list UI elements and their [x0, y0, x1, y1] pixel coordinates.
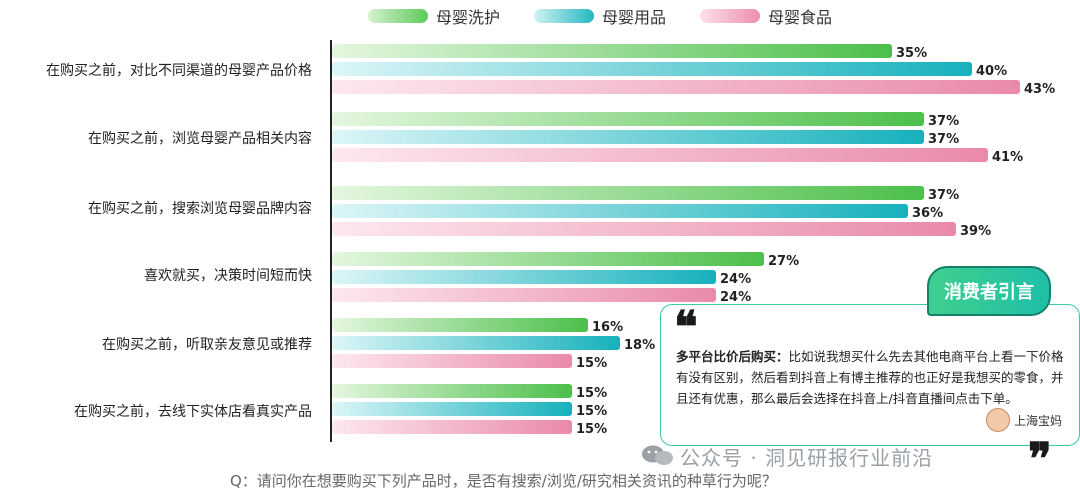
quote-text: 多平台比价后购买：比如说我想买什么先去其他电商平台上看一下价格有没有区别，然后看… — [676, 346, 1068, 409]
category-label-6: 在购买之前，去线下实体店看真实产品 — [74, 404, 312, 420]
data-label-yongpin-5: 18% — [624, 338, 655, 353]
bar-xihu-4 — [332, 252, 764, 266]
bar-yongpin-5 — [332, 336, 620, 350]
category-label-4: 喜欢就买，决策时间短而快 — [144, 268, 312, 284]
legend-item-2: 母婴用品 — [534, 4, 666, 28]
quote-card — [660, 304, 1080, 446]
legend-label-1: 母婴洗护 — [436, 8, 501, 27]
wechat-icon — [642, 445, 673, 465]
legend-item-1: 母婴洗护 — [368, 4, 500, 28]
watermark: 公众号 · 洞见研报行业前沿 — [680, 446, 934, 470]
bars-group: 35%40%43%37%37%41%37%36%39%27%24%24%16%1… — [332, 44, 1055, 437]
legend-swatch-2 — [534, 9, 595, 23]
avatar-icon — [986, 408, 1010, 432]
data-label-shipin-1: 43% — [1024, 82, 1055, 97]
data-label-yongpin-6: 15% — [576, 404, 607, 419]
data-label-yongpin-2: 37% — [928, 132, 959, 147]
legend-label-2: 母婴用品 — [602, 8, 667, 27]
legend-label-3: 母婴食品 — [768, 8, 833, 27]
data-label-yongpin-4: 24% — [720, 272, 751, 287]
data-label-xihu-4: 27% — [768, 254, 799, 269]
data-label-shipin-3: 39% — [960, 224, 991, 239]
bar-xihu-1 — [332, 44, 892, 58]
bar-yongpin-1 — [332, 62, 972, 76]
bar-yongpin-4 — [332, 270, 716, 284]
bar-xihu-3 — [332, 186, 924, 200]
data-label-yongpin-3: 36% — [912, 206, 943, 221]
bar-xihu-2 — [332, 112, 924, 126]
quote-badge: 消费者引言 — [927, 266, 1051, 316]
survey-question: Q：请问你在想要购买下列产品时，是否有搜索/浏览/研究相关资讯的种草行为呢？ — [230, 472, 777, 490]
quote-title: 多平台比价后购买： — [676, 349, 789, 364]
bar-xihu-5 — [332, 318, 588, 332]
data-label-shipin-4: 24% — [720, 290, 751, 305]
data-label-xihu-5: 16% — [592, 320, 623, 335]
bar-yongpin-3 — [332, 204, 908, 218]
bar-shipin-1 — [332, 80, 1020, 94]
category-label-1: 在购买之前，对比不同渠道的母婴产品价格 — [46, 63, 312, 79]
category-axis-line — [330, 40, 332, 442]
bar-shipin-3 — [332, 222, 956, 236]
bar-yongpin-2 — [332, 130, 924, 144]
legend-swatch-1 — [368, 9, 428, 23]
legend: 母婴洗护 母婴用品 母婴食品 — [368, 4, 832, 28]
bar-shipin-5 — [332, 354, 572, 368]
category-label-5: 在购买之前，听取亲友意见或推荐 — [102, 337, 312, 353]
bar-shipin-6 — [332, 420, 572, 434]
category-label-3: 在购买之前，搜索浏览母婴品牌内容 — [88, 201, 312, 217]
data-label-shipin-5: 15% — [576, 356, 607, 371]
category-label-2: 在购买之前，浏览母婴产品相关内容 — [88, 131, 312, 147]
close-quote-icon: ❞ — [1028, 434, 1052, 485]
bar-shipin-2 — [332, 148, 988, 162]
legend-item-3: 母婴食品 — [700, 4, 832, 28]
legend-swatch-3 — [700, 9, 761, 23]
open-quote-icon: ❝ — [674, 302, 698, 353]
data-label-shipin-2: 41% — [992, 150, 1023, 165]
data-label-shipin-6: 15% — [576, 422, 607, 437]
data-label-xihu-2: 37% — [928, 114, 959, 129]
bar-shipin-4 — [332, 288, 716, 302]
bar-xihu-6 — [332, 384, 572, 398]
data-label-yongpin-1: 40% — [976, 64, 1007, 79]
data-label-xihu-3: 37% — [928, 188, 959, 203]
quote-body: 比如说我想买什么先去其他电商平台上看一下价格有没有区别，然后看到抖音上有博主推荐… — [676, 349, 1064, 406]
data-label-xihu-1: 35% — [896, 46, 927, 61]
data-label-xihu-6: 15% — [576, 386, 607, 401]
bar-yongpin-6 — [332, 402, 572, 416]
quote-author: 上海宝妈 — [1014, 414, 1063, 428]
